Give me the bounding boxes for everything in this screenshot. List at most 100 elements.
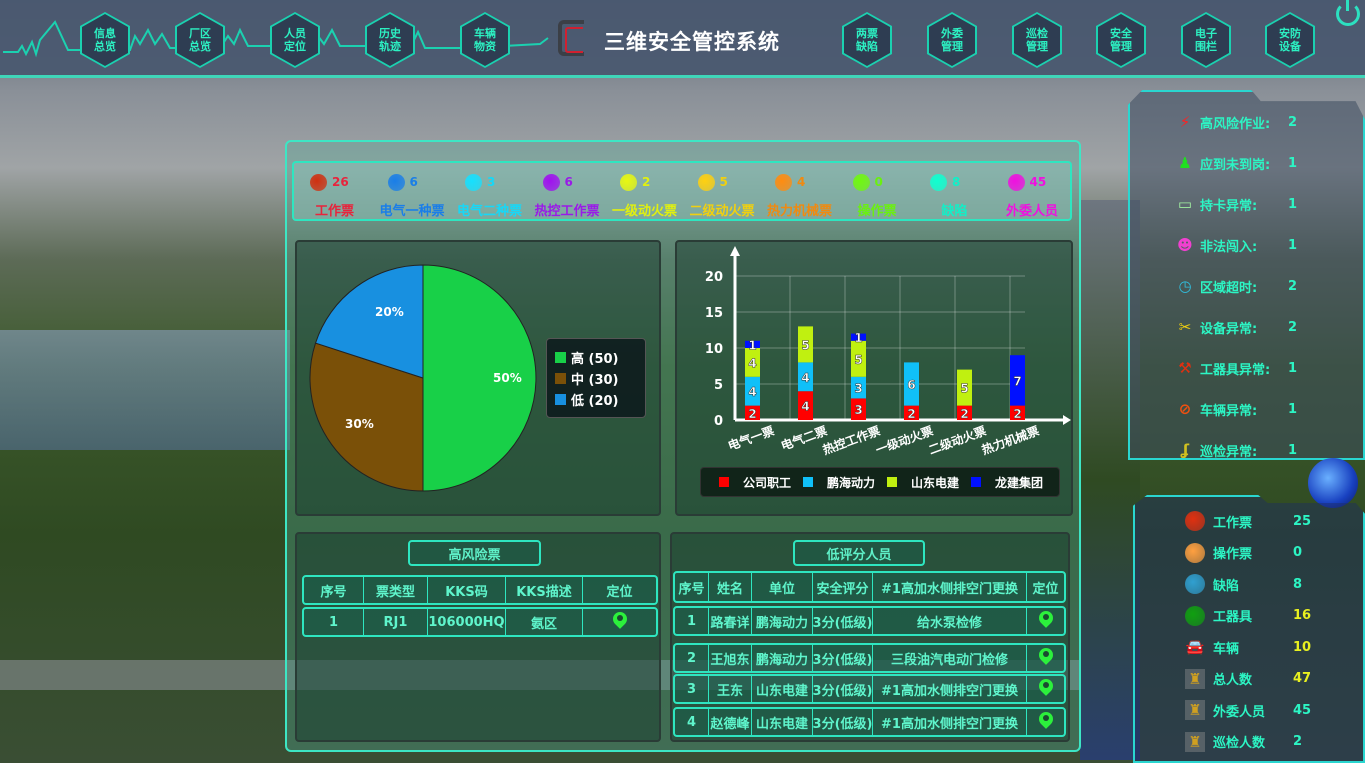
pie-slice[interactable] [422, 264, 537, 492]
legend-swatch [971, 477, 982, 487]
pie-legend-item: 低 (20) [555, 389, 637, 410]
alert-item[interactable]: ◷ 区域超时: 2 [1175, 276, 1297, 296]
power-icon[interactable] [1336, 0, 1360, 26]
locate-button[interactable] [583, 609, 656, 635]
bar-segment[interactable] [957, 369, 972, 406]
ticket-type-item[interactable]: 3 电气二种票 [447, 163, 532, 223]
ticket-legend-strip: 26 工作票 6 电气一种票 3 电气二种票 6 热控工作票 2 一级动火票 5 二级动火票 4 热力机械… [292, 161, 1072, 221]
nav-button[interactable]: 信息总览 [80, 12, 130, 68]
alert-item[interactable]: ☻ 非法闯入: 1 [1175, 235, 1297, 255]
table-row[interactable]: 4 赵德峰 山东电建 3分(低级) #1高加水侧排空门更换 [673, 707, 1066, 737]
alert-label: 巡检异常: [1200, 444, 1258, 460]
stat-item[interactable]: 工作票 25 [1185, 511, 1311, 531]
ticket-type-item[interactable]: 5 二级动火票 [680, 163, 765, 223]
legend-swatch [555, 373, 566, 384]
ticket-type-item[interactable]: 26 工作票 [292, 163, 377, 223]
stat-item[interactable]: ♜ 巡检人数 2 [1185, 731, 1303, 752]
stat-item[interactable]: 缺陷 8 [1185, 574, 1302, 594]
bar-segment[interactable] [745, 376, 760, 406]
ticket-name: 热力机械票 [766, 204, 832, 219]
bar-segment[interactable] [851, 376, 866, 399]
card-icon: ▭ [1177, 195, 1193, 213]
nav-label: 两票缺陷 [844, 14, 890, 66]
stat-item[interactable]: ♜ 总人数 47 [1185, 668, 1311, 689]
clock-icon: ◷ [1178, 277, 1192, 295]
alert-item[interactable]: ✂ 设备异常: 2 [1175, 317, 1297, 337]
stat-item[interactable]: 工器具 16 [1185, 605, 1311, 626]
bar-value-label: 5 [960, 382, 968, 396]
nav-button[interactable]: 安防设备 [1265, 12, 1315, 68]
x-tick-label: 热控工作票 [820, 423, 882, 458]
ticket-count: 4 [797, 175, 806, 189]
nav-label: 外委管理 [929, 14, 975, 66]
stat-label: 总人数 [1213, 673, 1253, 688]
bar-value-label: 5 [801, 338, 809, 352]
ticket-type-item[interactable]: 8 缺陷 [912, 163, 997, 223]
person-icon: ♟ [1178, 154, 1192, 172]
status-dot-icon [775, 174, 792, 191]
bar-segment[interactable] [745, 405, 760, 420]
bar-segment[interactable] [904, 405, 919, 420]
globe-icon[interactable] [1308, 458, 1358, 508]
nav-button[interactable]: 人员定位 [270, 12, 320, 68]
alert-item[interactable]: ⚡ 高风险作业: 2 [1175, 112, 1297, 132]
locate-button[interactable] [1027, 676, 1064, 702]
bar-value-label: 2 [1013, 407, 1021, 421]
bar-segment[interactable] [798, 326, 813, 363]
bar-segment[interactable] [798, 391, 813, 420]
table-cell: 3分(低级) [813, 709, 873, 735]
bar-segment[interactable] [798, 362, 813, 392]
bar-segment[interactable] [1010, 355, 1025, 406]
y-tick-label: 20 [705, 270, 723, 285]
alert-item[interactable]: ⚒ 工器具异常: 1 [1175, 358, 1297, 378]
bar-value-label: 2 [748, 407, 756, 421]
nav-button[interactable]: 电子围栏 [1181, 12, 1231, 68]
bar-segment[interactable] [851, 340, 866, 377]
alert-label: 高风险作业: [1200, 116, 1271, 132]
bar-segment[interactable] [851, 333, 866, 341]
table-row[interactable]: 1 RJ1 106000HQ 氨区 [302, 607, 658, 637]
stat-item[interactable]: ♜ 外委人员 45 [1185, 700, 1311, 720]
stat-item[interactable]: 操作票 0 [1185, 542, 1302, 563]
table-cell: 序号 [304, 577, 364, 603]
ticket-type-item[interactable]: 6 电气一种票 [370, 163, 455, 223]
table-cell: 3分(低级) [813, 645, 873, 671]
locate-button[interactable] [1027, 645, 1064, 671]
table-cell: 给水泵检修 [873, 608, 1027, 634]
ticket-name: 电气一种票 [379, 204, 445, 219]
table-row[interactable]: 1 路春详 鹏海动力 3分(低级) 给水泵检修 [673, 606, 1066, 636]
stat-item[interactable]: 🚘 车辆 10 [1185, 637, 1311, 657]
locate-button[interactable] [1027, 709, 1064, 735]
table-row[interactable]: 2 王旭东 鹏海动力 3分(低级) 三段油汽电动门检修 [673, 643, 1066, 673]
nav-button[interactable]: 历史轨迹 [365, 12, 415, 68]
ticket-count: 8 [952, 175, 961, 189]
status-dot-icon [542, 174, 560, 191]
bar-segment[interactable] [745, 340, 760, 348]
bar-segment[interactable] [851, 398, 866, 420]
bar-segment[interactable] [745, 348, 760, 377]
nav-label: 厂区总览 [177, 14, 223, 66]
alert-item[interactable]: ♟ 应到未到岗: 1 [1175, 153, 1297, 173]
pie-legend-item: 高 (50) [555, 347, 637, 368]
nav-button[interactable]: 车辆物资 [460, 12, 510, 68]
stat-value: 2 [1293, 734, 1303, 749]
ticket-type-item[interactable]: 6 热控工作票 [525, 163, 610, 223]
pie-slice[interactable] [309, 342, 424, 492]
nav-button[interactable]: 安全管理 [1096, 12, 1146, 68]
bar-segment[interactable] [904, 362, 919, 406]
no-car-icon: ⊘ [1178, 400, 1192, 418]
locate-button[interactable] [1027, 608, 1064, 634]
y-tick-label: 0 [714, 414, 723, 429]
alert-item[interactable]: ʆ 巡检异常: 1 [1175, 440, 1297, 460]
ticket-type-item[interactable]: 45 外委人员 [990, 163, 1075, 223]
bar-segment[interactable] [957, 405, 972, 420]
worker-icon: ♜ [1185, 731, 1205, 752]
bar-segment[interactable] [1010, 405, 1025, 420]
alert-item[interactable]: ⊘ 车辆异常: 1 [1175, 399, 1297, 419]
ticket-type-item[interactable]: 4 热力机械票 [757, 163, 842, 223]
alert-item[interactable]: ▭ 持卡异常: 1 [1175, 194, 1297, 214]
pie-slice[interactable] [314, 264, 424, 379]
ticket-type-item[interactable]: 0 操作票 [835, 163, 920, 223]
table-row[interactable]: 3 王东 山东电建 3分(低级) #1高加水侧排空门更换 [673, 674, 1066, 704]
ticket-type-item[interactable]: 2 一级动火票 [602, 163, 687, 223]
